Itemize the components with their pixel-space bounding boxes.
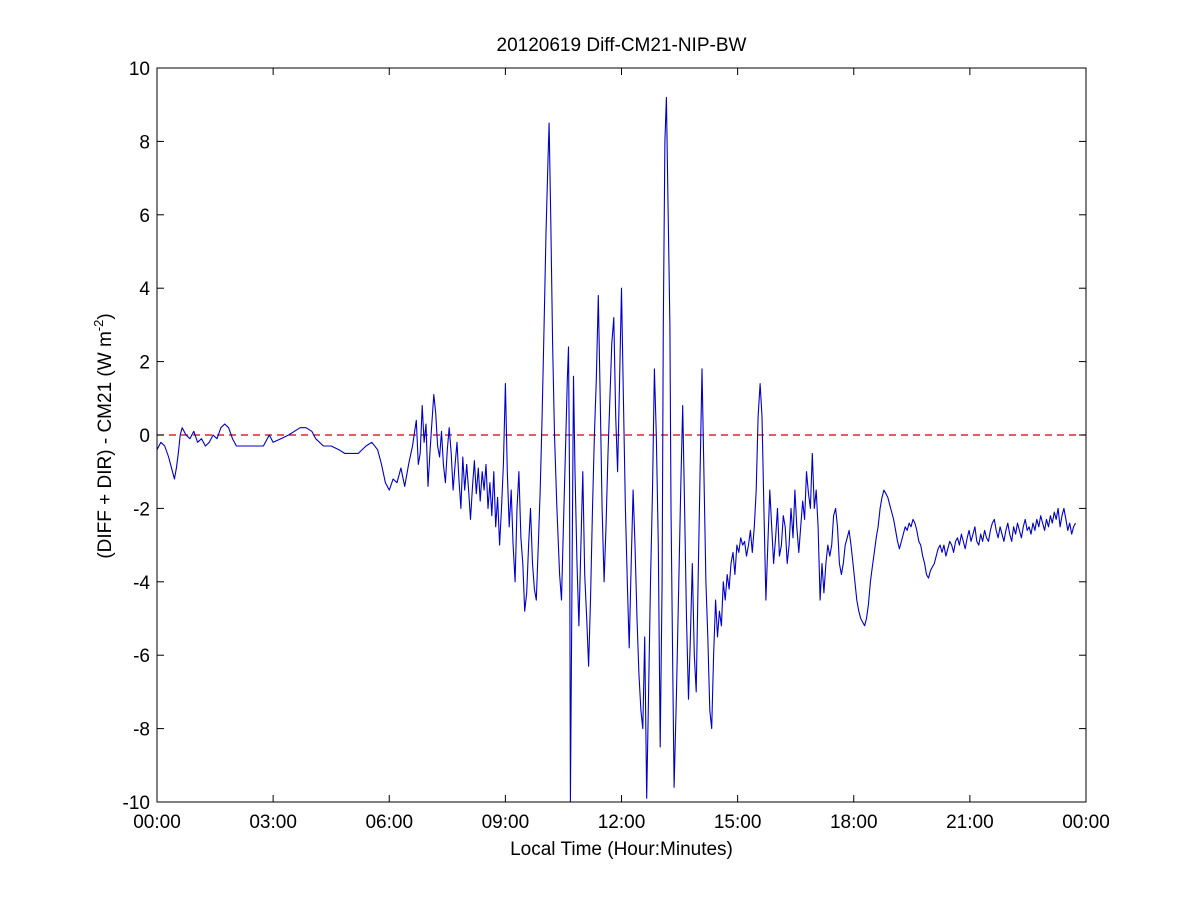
x-tick-label: 15:00 xyxy=(714,812,762,833)
x-tick-label: 21:00 xyxy=(946,812,994,833)
plot-area: 00:00 03:00 06:00 09:00 12:00 15:00 18:00 21:00… xyxy=(123,59,1110,833)
x-tick-label: 09:00 xyxy=(482,812,530,833)
y-tick-label: 8 xyxy=(139,132,150,153)
y-tick-label: -10 xyxy=(123,793,150,814)
y-tick-label: 10 xyxy=(129,59,150,80)
x-tick-label: 12:00 xyxy=(598,812,646,833)
y-tick-label: 4 xyxy=(139,279,150,300)
y-axis-label-superscript: -2 xyxy=(91,320,106,332)
y-tick-label: -2 xyxy=(133,499,150,520)
y-tick-label: -8 xyxy=(133,720,150,741)
x-tick-label: 06:00 xyxy=(365,812,413,833)
y-axis-label: (DIFF + DIR) - CM21 (W m-2) xyxy=(91,313,116,558)
y-tick-label: -6 xyxy=(133,646,150,667)
y-tick-label: 2 xyxy=(139,353,150,374)
x-axis-label: Local Time (Hour:Minutes) xyxy=(510,839,733,860)
chart-title: 20120619 Diff-CM21-NIP-BW xyxy=(497,35,747,56)
y-axis-label-close: ) xyxy=(95,313,116,319)
x-tick-label: 18:00 xyxy=(830,812,878,833)
x-tick-label: 00:00 xyxy=(133,812,181,833)
y-tick-label: 6 xyxy=(139,206,150,227)
series-line-0 xyxy=(156,96,1076,803)
y-axis-label-main: (DIFF + DIR) - CM21 (W m xyxy=(95,331,116,558)
y-tick-label: -4 xyxy=(133,573,150,594)
x-tick-label: 03:00 xyxy=(249,812,297,833)
x-tick-label: 00:00 xyxy=(1062,812,1110,833)
y-tick-label: 0 xyxy=(139,426,150,447)
